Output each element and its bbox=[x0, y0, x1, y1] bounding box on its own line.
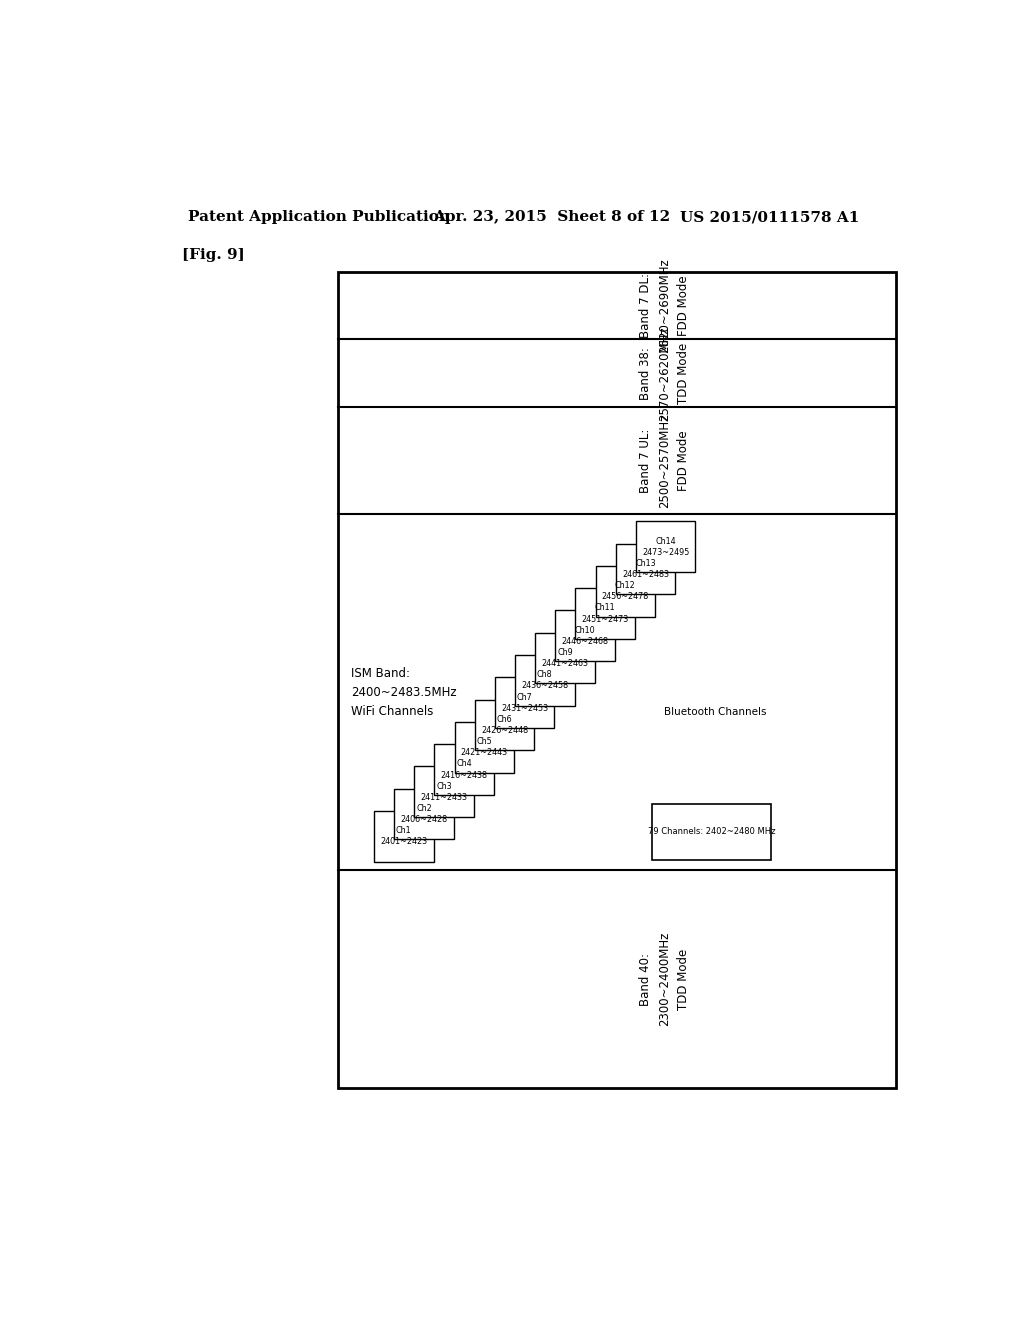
Text: ISM Band:
2400~2483.5MHz
WiFi Channels: ISM Band: 2400~2483.5MHz WiFi Channels bbox=[351, 667, 457, 718]
Bar bbox=[555, 610, 614, 661]
Text: Band 40:
2300~2400MHz
TDD Mode: Band 40: 2300~2400MHz TDD Mode bbox=[639, 932, 690, 1027]
Text: Ch8
2436~2458: Ch8 2436~2458 bbox=[521, 671, 568, 690]
Text: Ch13
2461~2483: Ch13 2461~2483 bbox=[622, 558, 669, 579]
Text: Ch3
2411~2433: Ch3 2411~2433 bbox=[421, 781, 468, 801]
Bar bbox=[515, 655, 574, 706]
Text: Ch5
2421~2443: Ch5 2421~2443 bbox=[461, 737, 508, 758]
Text: Ch9
2441~2463: Ch9 2441~2463 bbox=[542, 648, 589, 668]
Text: Band 7 UL:
2500~2570MHz
FDD Mode: Band 7 UL: 2500~2570MHz FDD Mode bbox=[639, 413, 690, 508]
Text: Ch14
2473~2495: Ch14 2473~2495 bbox=[642, 537, 689, 557]
Bar bbox=[475, 700, 535, 750]
Text: 79 Channels: 2402~2480 MHz: 79 Channels: 2402~2480 MHz bbox=[647, 828, 775, 837]
Text: Ch10
2446~2468: Ch10 2446~2468 bbox=[561, 626, 608, 645]
Text: Ch2
2406~2428: Ch2 2406~2428 bbox=[400, 804, 447, 824]
Text: Ch7
2431~2453: Ch7 2431~2453 bbox=[501, 693, 548, 713]
Bar bbox=[615, 544, 675, 594]
Text: Bluetooth Channels: Bluetooth Channels bbox=[664, 708, 766, 717]
Bar bbox=[455, 722, 514, 772]
Text: Ch6
2426~2448: Ch6 2426~2448 bbox=[481, 715, 528, 735]
Text: US 2015/0111578 A1: US 2015/0111578 A1 bbox=[680, 210, 859, 224]
Bar bbox=[636, 521, 695, 572]
Bar bbox=[575, 589, 635, 639]
Text: Ch1
2401~2423: Ch1 2401~2423 bbox=[380, 826, 427, 846]
Text: Apr. 23, 2015  Sheet 8 of 12: Apr. 23, 2015 Sheet 8 of 12 bbox=[433, 210, 671, 224]
Text: Ch11
2451~2473: Ch11 2451~2473 bbox=[582, 603, 629, 623]
Bar bbox=[652, 804, 771, 859]
Bar bbox=[434, 744, 494, 795]
Text: Band 7 DL:
2620~2690MHz
FDD Mode: Band 7 DL: 2620~2690MHz FDD Mode bbox=[639, 259, 690, 354]
Bar bbox=[338, 272, 896, 1089]
Bar bbox=[394, 788, 454, 840]
Text: [Fig. 9]: [Fig. 9] bbox=[182, 248, 245, 261]
Text: Ch12
2456~2478: Ch12 2456~2478 bbox=[602, 581, 649, 602]
Text: Band 38:
2570~2620MHz
TDD Mode: Band 38: 2570~2620MHz TDD Mode bbox=[639, 326, 690, 421]
Bar bbox=[415, 767, 474, 817]
Bar bbox=[536, 632, 595, 684]
Bar bbox=[596, 566, 655, 616]
Text: Patent Application Publication: Patent Application Publication bbox=[187, 210, 450, 224]
Bar bbox=[374, 810, 433, 862]
Text: Ch4
2416~2438: Ch4 2416~2438 bbox=[440, 759, 487, 780]
Bar bbox=[495, 677, 554, 729]
